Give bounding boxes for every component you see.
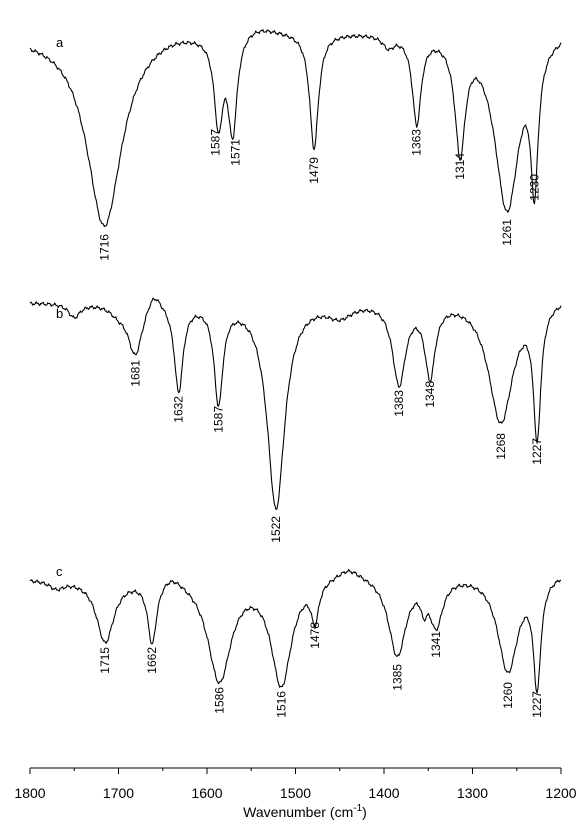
x-tick-label-1700: 1700 — [103, 785, 134, 801]
peak-label-b-1681: 1681 — [128, 360, 142, 387]
x-axis-title: Wavenumber (cm-1) — [243, 803, 367, 820]
x-tick-label-1200: 1200 — [545, 785, 576, 801]
x-tick-label-1600: 1600 — [191, 785, 222, 801]
peak-label-c-1715: 1715 — [98, 647, 112, 674]
panel-label-a: a — [56, 35, 64, 50]
spectrum-trace-c — [29, 569, 562, 694]
peak-label-c-1586: 1586 — [212, 687, 226, 714]
peak-label-b-1632: 1632 — [172, 396, 186, 423]
peak-label-a-1479: 1479 — [307, 157, 321, 184]
x-axis-title-main: Wavenumber — [243, 804, 326, 820]
spectrum-trace-b — [29, 297, 562, 510]
x-axis-ticks — [29, 768, 562, 774]
x-axis: 1800 1700 1600 1500 1400 1300 1200 Wavenumber(… — [14, 767, 577, 820]
peak-label-c-1478: 1478 — [308, 622, 322, 649]
peak-label-b-1348: 1348 — [423, 381, 437, 408]
x-tick-label-1800: 1800 — [14, 785, 45, 801]
spectrum-traces — [29, 29, 562, 694]
panel-label-c: c — [56, 564, 63, 579]
peak-label-b-1522: 1522 — [269, 516, 283, 543]
x-tick-label-1300: 1300 — [457, 785, 488, 801]
peak-label-a-1314: 1314 — [453, 153, 467, 180]
peak-label-c-1385: 1385 — [390, 664, 404, 691]
peak-label-a-1230: 1230 — [527, 174, 541, 201]
peak-label-c-1662: 1662 — [145, 647, 159, 674]
peak-label-a-1261: 1261 — [500, 219, 514, 246]
peak-label-a-1716: 1716 — [97, 234, 111, 261]
spectrum-trace-a — [29, 29, 562, 228]
peak-label-a-1363: 1363 — [410, 129, 424, 156]
peak-label-c-1516: 1516 — [274, 691, 288, 718]
x-tick-label-1400: 1400 — [368, 785, 399, 801]
peak-label-a-1587: 1587 — [209, 129, 223, 156]
x-axis-title-unit-sup: -1 — [353, 803, 362, 814]
peak-label-b-1383: 1383 — [392, 390, 406, 417]
x-axis-title-unit-prefix: (cm — [330, 804, 353, 820]
x-tick-label-1500: 1500 — [280, 785, 311, 801]
peak-label-c-1260: 1260 — [501, 682, 515, 709]
peak-label-b-1227: 1227 — [530, 438, 544, 465]
panel-label-b: b — [56, 306, 63, 321]
panel-labels: a b c — [56, 35, 64, 579]
peak-label-b-1268: 1268 — [494, 433, 508, 460]
peak-label-c-1227: 1227 — [530, 691, 544, 718]
peak-label-b-1587: 1587 — [212, 406, 226, 433]
peak-labels: 1716 1587 1571 1479 1363 1314 1261 1230 1681 1632… — [97, 129, 544, 718]
peak-label-c-1341: 1341 — [429, 631, 443, 658]
x-axis-tick-labels: 1800 1700 1600 1500 1400 1300 1200 — [14, 785, 576, 801]
x-axis-title-unit-suffix: ) — [362, 804, 367, 820]
peak-label-a-1571: 1571 — [229, 139, 243, 166]
